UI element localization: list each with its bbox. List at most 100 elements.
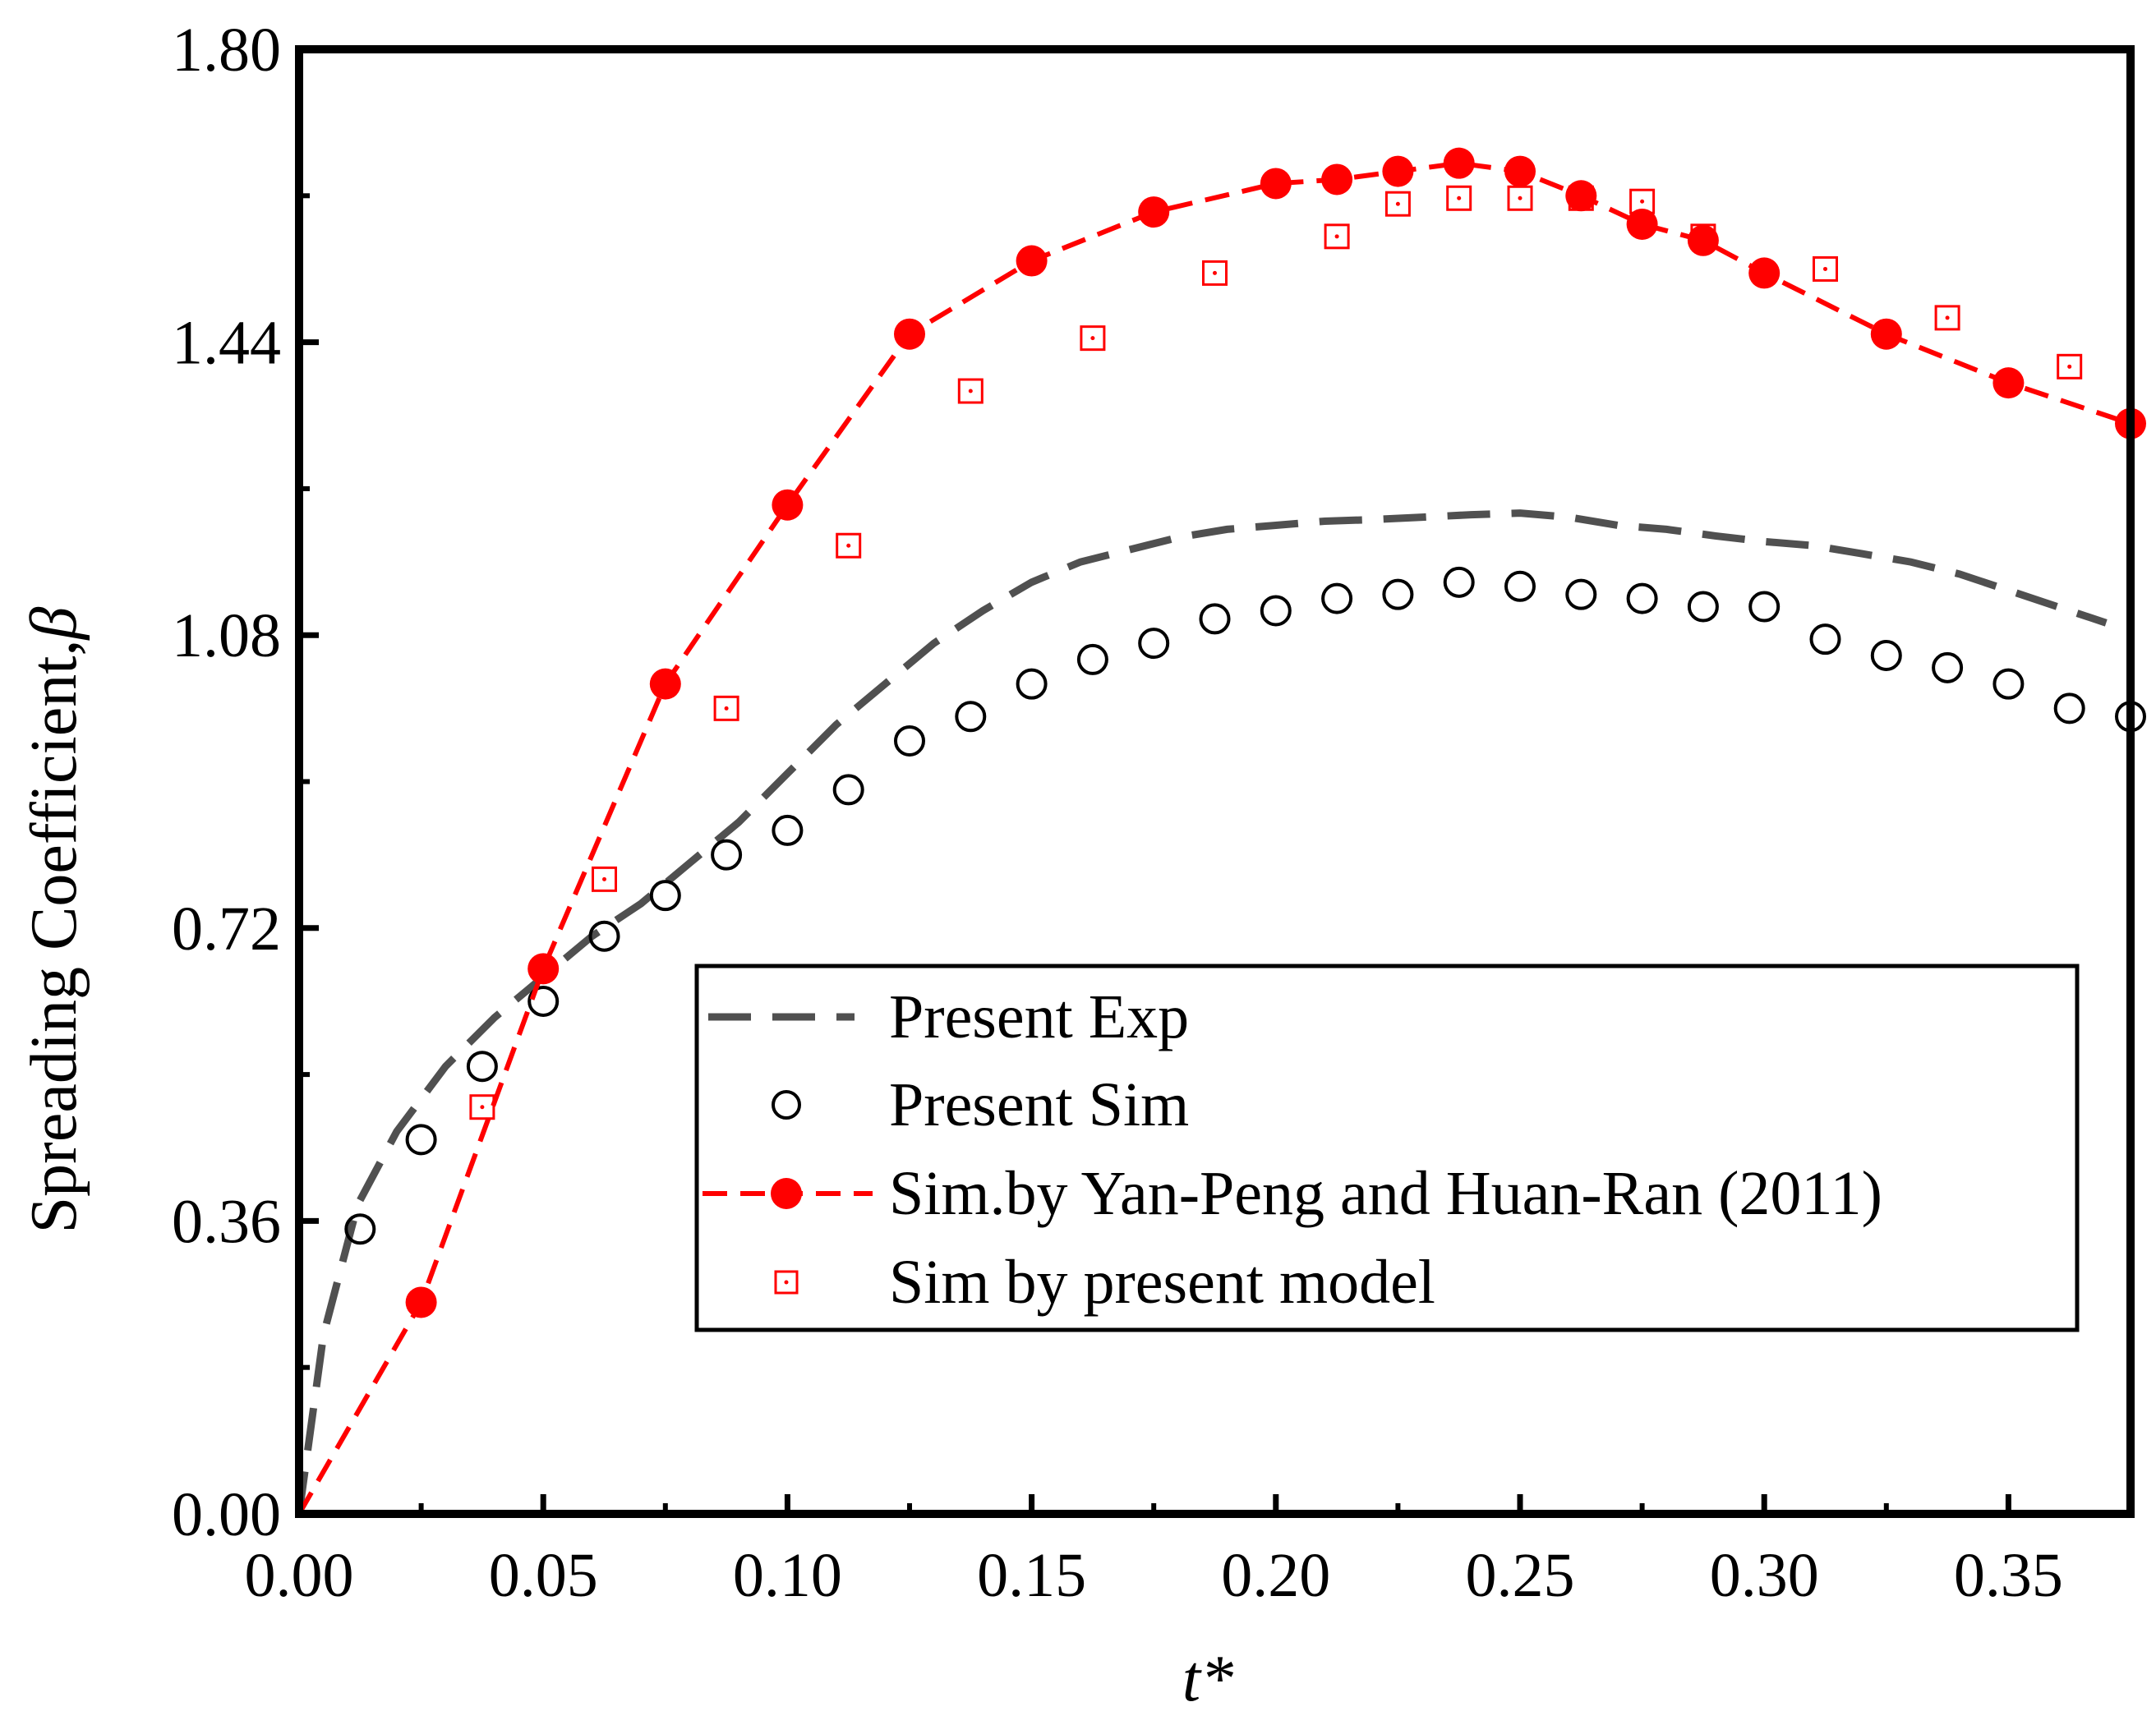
data-point-sim-by-present-model	[1934, 305, 1960, 331]
data-point-present-sim	[1016, 668, 1048, 700]
data-point-present-sim	[649, 880, 681, 912]
y-axis-title: Spreading Coefficient,β	[18, 607, 90, 1234]
legend-label-yan-peng: Sim.by Yan-Peng and Huan-Ran (2011)	[889, 1159, 1882, 1228]
data-point-sim-by-yan-peng-and-huan-ran-2011	[894, 318, 925, 350]
data-point-center-sim-by-present-model	[1945, 315, 1950, 320]
data-point-sim-by-yan-peng-and-huan-ran-2011	[649, 668, 681, 700]
data-point-present-sim	[1992, 668, 2025, 700]
y-axis-title-text: Spreading Coefficient,	[18, 640, 90, 1234]
data-point-center-sim-by-present-model	[480, 1105, 485, 1110]
data-point-sim-by-present-model	[2057, 353, 2083, 380]
data-point-center-sim-by-present-model	[1213, 270, 1217, 275]
data-point-present-sim	[2053, 692, 2085, 724]
data-point-present-sim	[588, 920, 620, 952]
y-tick-label: 1.44	[172, 309, 281, 378]
data-point-sim-by-yan-peng-and-huan-ran-2011	[1016, 245, 1048, 277]
data-point-sim-by-present-model	[1324, 223, 1350, 250]
data-point-present-sim	[1382, 578, 1414, 610]
data-point-sim-by-present-model	[592, 866, 617, 892]
data-point-sim-by-yan-peng-and-huan-ran-2011	[1870, 318, 1902, 350]
data-point-sim-by-yan-peng-and-huan-ran-2011	[1504, 155, 1536, 187]
data-point-present-sim	[1443, 566, 1475, 598]
data-point-center-sim-by-present-model	[1395, 201, 1400, 206]
legend-label-present-exp: Present Exp	[889, 982, 1189, 1051]
data-point-sim-by-present-model	[1507, 185, 1533, 211]
data-point-present-sim	[955, 701, 987, 733]
data-point-sim-by-present-model	[1813, 255, 1838, 282]
data-point-present-sim	[1321, 582, 1353, 614]
legend-swatch-yan-peng-marker	[771, 1178, 802, 1209]
data-point-sim-by-yan-peng-and-huan-ran-2011	[405, 1286, 437, 1318]
x-axis-title: t*	[1182, 1643, 1233, 1715]
data-point-sim-by-yan-peng-and-huan-ran-2011	[1138, 196, 1170, 228]
plot-series	[295, 147, 2146, 1516]
x-tick-label: 0.10	[733, 1541, 842, 1610]
x-tick-label: 0.35	[1954, 1541, 2063, 1610]
data-point-center-sim-by-present-model	[1457, 196, 1462, 200]
legend-box	[694, 964, 2080, 1332]
x-tick-label: 0.25	[1466, 1541, 1575, 1610]
data-point-present-sim	[344, 1213, 376, 1245]
data-point-sim-by-present-model	[957, 378, 984, 404]
y-axis-title-symbol: β	[18, 607, 90, 642]
x-tick-label: 0.15	[977, 1541, 1086, 1610]
data-point-sim-by-yan-peng-and-huan-ran-2011	[1382, 155, 1414, 187]
data-point-center-sim-by-present-model	[1518, 196, 1523, 200]
data-point-sim-by-yan-peng-and-huan-ran-2011	[527, 953, 560, 985]
data-point-present-sim	[1748, 591, 1781, 623]
data-point-center-sim-by-present-model	[846, 543, 851, 548]
data-point-sim-by-present-model	[1446, 185, 1472, 211]
data-point-present-sim	[894, 724, 925, 757]
data-point-center-sim-by-present-model	[1640, 199, 1645, 204]
x-tick-label: 0.30	[1710, 1541, 1819, 1610]
legend-swatch-present-model-dot	[784, 1280, 789, 1285]
y-tick-label: 0.36	[172, 1187, 281, 1256]
legend: Present Exp Present Sim Sim.by Yan-Peng …	[694, 964, 2080, 1332]
data-point-center-sim-by-present-model	[1578, 196, 1583, 200]
axis-ticks: 0.00 0.05 0.10 0.15 0.20 0.25 0.30 0.35 0.00 0.36…	[172, 16, 2063, 1610]
data-point-sim-by-present-model	[1080, 325, 1106, 352]
data-point-sim-by-yan-peng-and-huan-ran-2011	[772, 489, 804, 521]
data-point-present-sim	[711, 839, 743, 871]
data-point-present-sim	[772, 814, 804, 846]
series-line-present-exp	[295, 509, 2108, 1515]
data-point-present-sim	[1870, 639, 1902, 671]
data-point-sim-by-present-model	[836, 532, 862, 559]
data-point-sim-by-yan-peng-and-huan-ran-2011	[1992, 367, 2025, 399]
legend-swatch-present-sim	[772, 1090, 801, 1120]
data-point-center-sim-by-present-model	[1701, 234, 1706, 239]
data-point-sim-by-yan-peng-and-huan-ran-2011	[1748, 257, 1781, 289]
data-point-sim-by-present-model	[469, 1094, 495, 1120]
data-point-present-sim	[1076, 643, 1108, 675]
data-point-sim-by-yan-peng-and-huan-ran-2011	[1626, 208, 1658, 240]
data-point-present-sim	[1138, 628, 1170, 660]
x-tick-label: 0.05	[489, 1541, 598, 1610]
data-point-present-sim	[405, 1124, 437, 1156]
legend-label-present-model: Sim by present model	[889, 1248, 1435, 1317]
data-point-sim-by-present-model	[1202, 260, 1228, 286]
x-tick-label: 0.00	[245, 1541, 354, 1610]
data-point-center-sim-by-present-model	[2067, 364, 2072, 369]
data-point-present-sim	[1932, 651, 1964, 683]
data-point-present-sim	[1626, 582, 1658, 614]
data-point-center-sim-by-present-model	[1090, 336, 1095, 341]
data-point-present-sim	[1809, 623, 1841, 656]
data-point-sim-by-yan-peng-and-huan-ran-2011	[1443, 147, 1475, 179]
data-point-sim-by-present-model	[1384, 191, 1411, 217]
data-point-center-sim-by-present-model	[602, 876, 606, 881]
data-point-sim-by-present-model	[1568, 185, 1594, 211]
data-point-center-sim-by-present-model	[724, 706, 729, 711]
data-point-center-sim-by-present-model	[968, 389, 973, 393]
data-point-present-sim	[1260, 595, 1292, 627]
data-point-center-sim-by-present-model	[1823, 266, 1827, 271]
data-point-present-sim	[1199, 603, 1231, 635]
data-point-present-sim	[1504, 570, 1536, 602]
data-point-sim-by-yan-peng-and-huan-ran-2011	[1260, 168, 1292, 200]
data-point-center-sim-by-present-model	[1334, 234, 1339, 239]
data-point-present-sim	[466, 1051, 498, 1083]
data-point-sim-by-present-model	[1690, 223, 1716, 250]
y-tick-label: 0.00	[172, 1480, 281, 1549]
data-point-present-sim	[1565, 578, 1597, 610]
data-point-sim-by-present-model	[1629, 188, 1656, 214]
